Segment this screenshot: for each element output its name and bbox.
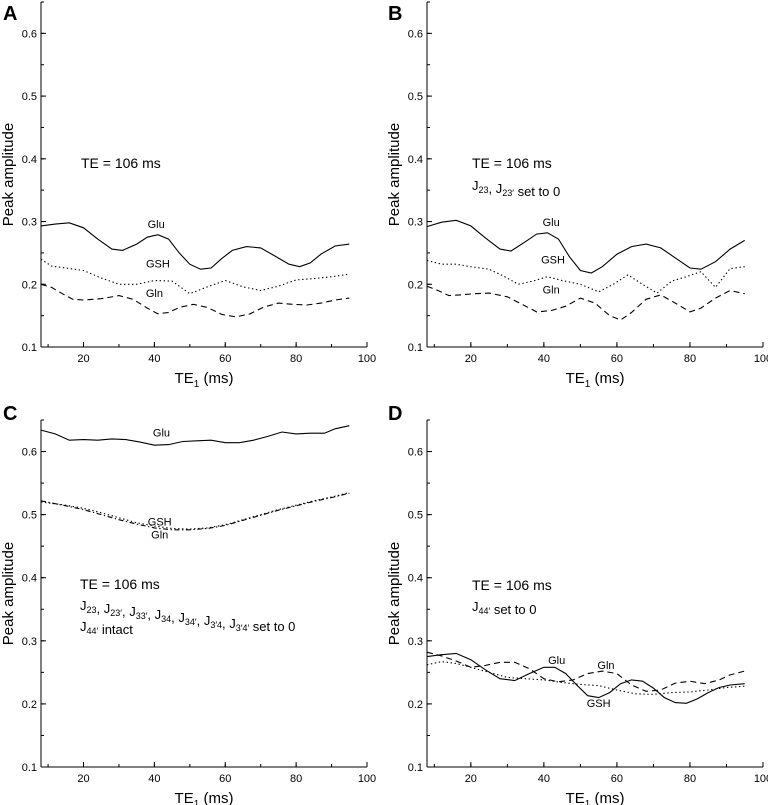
- x-tick-label: 80: [290, 773, 302, 785]
- y-axis-title: Peak amplitude: [0, 123, 17, 226]
- y-tick-label: 0.6: [408, 447, 423, 459]
- x-tick-label: 40: [148, 773, 160, 785]
- y-tick-label: 0.2: [22, 279, 37, 291]
- series-line-gln: [40, 283, 350, 318]
- y-tick-label: 0.1: [408, 762, 423, 774]
- y-tick-label: 0.5: [22, 510, 37, 522]
- y-tick-label: 0.1: [22, 342, 37, 354]
- x-axis-title: TE1 (ms): [175, 370, 234, 390]
- y-tick-label: 0.2: [408, 279, 423, 291]
- y-tick-label: 0.5: [22, 91, 37, 103]
- annotation-line: J23, J23′ set to 0: [472, 178, 560, 199]
- annotation-line: J44′ intact: [80, 619, 133, 637]
- series-label-glu: Glu: [543, 217, 560, 229]
- x-tick-label: 60: [611, 773, 623, 785]
- x-axis-title: TE1 (ms): [175, 790, 234, 805]
- series-label-gsh: GSH: [541, 255, 565, 267]
- y-tick-label: 0.2: [22, 699, 37, 711]
- x-tick-label: 80: [290, 353, 302, 365]
- y-axis-title: Peak amplitude: [386, 542, 403, 645]
- panel-a: A 0.1 0.2 0.3 0.4 0.5 0.6 20 40 60 80 100 TE1 (ms) Pe…: [0, 1, 376, 390]
- panel-letter: D: [388, 403, 402, 425]
- y-tick-label: 0.3: [408, 217, 423, 229]
- annotation-line: TE = 106 ms: [472, 577, 552, 593]
- series-line-gln: [426, 285, 745, 321]
- series-line-glu: [426, 652, 745, 704]
- series-label-gsh: GSH: [146, 258, 170, 270]
- y-tick-label: 0.5: [408, 91, 423, 103]
- series-label-glu: Glu: [148, 219, 165, 231]
- y-tick-label: 0.5: [408, 510, 423, 522]
- y-tick-label: 0.4: [22, 154, 37, 166]
- panel-letter: A: [3, 3, 17, 25]
- annotation-line: TE = 106 ms: [81, 155, 161, 171]
- series-line-glu: [426, 219, 745, 274]
- x-tick-label: 100: [358, 353, 376, 365]
- x-tick-label: 20: [465, 773, 477, 785]
- series-label-glu: Glu: [153, 427, 170, 439]
- series-label-gln: Gln: [597, 660, 614, 672]
- annotation-line: TE = 106 ms: [472, 155, 552, 171]
- y-tick-label: 0.3: [22, 217, 37, 229]
- x-tick-label: 60: [611, 353, 623, 365]
- y-tick-label: 0.4: [408, 573, 423, 585]
- y-tick-label: 0.3: [408, 636, 423, 648]
- series-line-gsh: [40, 258, 350, 295]
- x-tick-label: 60: [219, 353, 231, 365]
- x-tick-label: 80: [684, 773, 696, 785]
- series-line-glu: [40, 425, 350, 446]
- y-tick-label: 0.3: [22, 636, 37, 648]
- series-label-glu: Glu: [548, 655, 565, 667]
- y-tick-label: 0.4: [408, 154, 423, 166]
- x-axis-title: TE1 (ms): [566, 370, 625, 390]
- x-tick-label: 40: [148, 353, 160, 365]
- x-tick-label: 100: [754, 353, 768, 365]
- panel-c: C 0.1 0.2 0.3 0.4 0.5 0.6 20 40 60 80 100 TE1 (ms) Pe…: [0, 403, 376, 805]
- series-label-gln: Gln: [151, 530, 168, 542]
- series-line-glu: [40, 222, 350, 270]
- series-line-gsh: [426, 661, 745, 695]
- y-tick-label: 0.6: [408, 28, 423, 40]
- series-line-gsh: [426, 259, 745, 294]
- y-tick-label: 0.6: [22, 447, 37, 459]
- panel-letter: C: [3, 403, 17, 425]
- x-tick-label: 80: [684, 353, 696, 365]
- series-label-gln: Gln: [543, 285, 560, 297]
- series-line-gln: [40, 492, 350, 531]
- x-tick-label: 40: [538, 353, 550, 365]
- x-axis-title: TE1 (ms): [566, 790, 625, 805]
- series-line-gsh: [40, 492, 350, 530]
- panel-letter: B: [388, 3, 402, 25]
- x-tick-label: 20: [77, 353, 89, 365]
- x-tick-label: 100: [358, 773, 376, 785]
- x-tick-label: 60: [219, 773, 231, 785]
- series-label-gsh: GSH: [587, 698, 611, 710]
- y-axis-title: Peak amplitude: [0, 542, 17, 645]
- series-line-gln: [426, 651, 745, 692]
- series-label-gln: Gln: [146, 288, 163, 300]
- x-tick-label: 40: [538, 773, 550, 785]
- x-tick-label: 20: [77, 773, 89, 785]
- y-tick-label: 0.1: [22, 762, 37, 774]
- annotation-line: J44′ set to 0: [472, 599, 536, 617]
- y-tick-label: 0.4: [22, 573, 37, 585]
- panel-b: B 0.1 0.2 0.3 0.4 0.5 0.6 20 40 60 80 100 TE1 (ms) Pe…: [386, 1, 768, 390]
- y-tick-label: 0.6: [22, 28, 37, 40]
- panel-d: D 0.1 0.2 0.3 0.4 0.5 0.6 20 40 60 80 100 TE1 (ms) Pe…: [386, 403, 768, 805]
- annotation-line: TE = 106 ms: [80, 576, 160, 592]
- y-tick-label: 0.2: [408, 699, 423, 711]
- x-tick-label: 20: [465, 353, 477, 365]
- y-axis-title: Peak amplitude: [386, 123, 403, 226]
- annotation-line: J23, J23′, J33′, J34, J34′, J3′4, J3′4′ …: [80, 598, 295, 634]
- series-label-gsh: GSH: [148, 516, 172, 528]
- x-tick-label: 100: [754, 773, 768, 785]
- y-tick-label: 0.1: [408, 342, 423, 354]
